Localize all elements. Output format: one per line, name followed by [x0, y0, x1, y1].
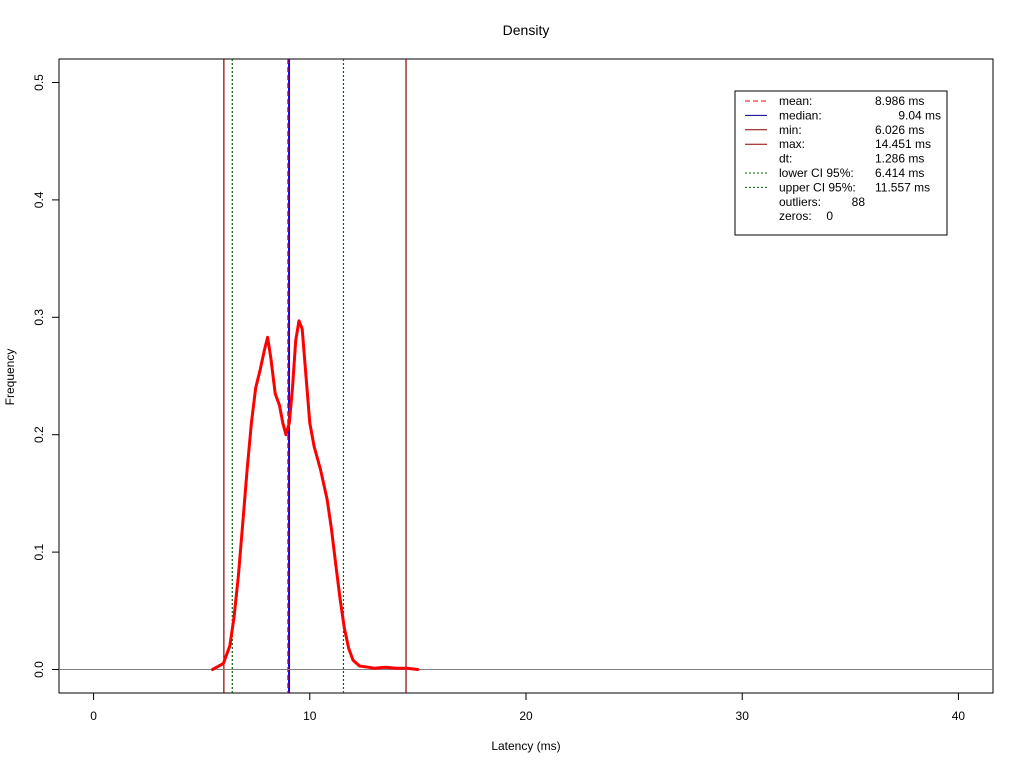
density-curve — [211, 319, 420, 671]
legend-value: 8.986 ms — [875, 94, 924, 108]
legend-value: 88 — [852, 195, 866, 209]
x-axis: 0 10 20 30 40 — [90, 692, 966, 723]
legend-label: zeros: — [779, 209, 812, 223]
x-axis-label: Latency (ms) — [491, 739, 560, 753]
legend-value: 14.451 ms — [875, 137, 931, 151]
legend: mean: 8.986 ms median: 9.04 ms min: 6.026 ms m… — [734, 90, 948, 236]
legend-value: 0 — [826, 209, 833, 223]
legend-label: lower CI 95%: — [779, 166, 854, 180]
legend-value: 6.026 ms — [875, 123, 924, 137]
chart-title: Density — [503, 22, 550, 38]
y-tick-label: 0.2 — [32, 426, 46, 443]
legend-label: min: — [779, 123, 802, 137]
legend-label: mean: — [779, 94, 812, 108]
legend-value: 9.04 ms — [898, 108, 941, 122]
x-tick-label: 30 — [736, 709, 750, 723]
legend-label: upper CI 95%: — [779, 180, 856, 194]
legend-value: 11.557 ms — [875, 180, 930, 194]
y-tick-label: 0.3 — [32, 309, 46, 326]
y-tick-label: 0.4 — [32, 191, 46, 208]
y-axis: 0.0 0.1 0.2 0.3 0.4 0.5 — [32, 74, 60, 678]
y-tick-label: 0.1 — [32, 543, 46, 560]
y-tick-label: 0.0 — [32, 661, 46, 678]
x-tick-label: 20 — [519, 709, 533, 723]
y-axis-label: Frequency — [3, 349, 17, 406]
x-tick-label: 10 — [303, 709, 317, 723]
legend-label: median: — [779, 108, 822, 122]
density-series — [211, 319, 420, 671]
legend-box — [734, 90, 948, 236]
legend-label: outliers: — [779, 195, 821, 209]
legend-label: dt: — [779, 152, 792, 166]
y-tick-label: 0.5 — [32, 74, 46, 91]
legend-value: 1.286 ms — [875, 152, 924, 166]
legend-value: 6.414 ms — [875, 166, 924, 180]
x-tick-label: 0 — [90, 709, 97, 723]
reference-lines — [223, 59, 407, 693]
legend-label: max: — [779, 137, 805, 151]
x-tick-label: 40 — [952, 709, 966, 723]
